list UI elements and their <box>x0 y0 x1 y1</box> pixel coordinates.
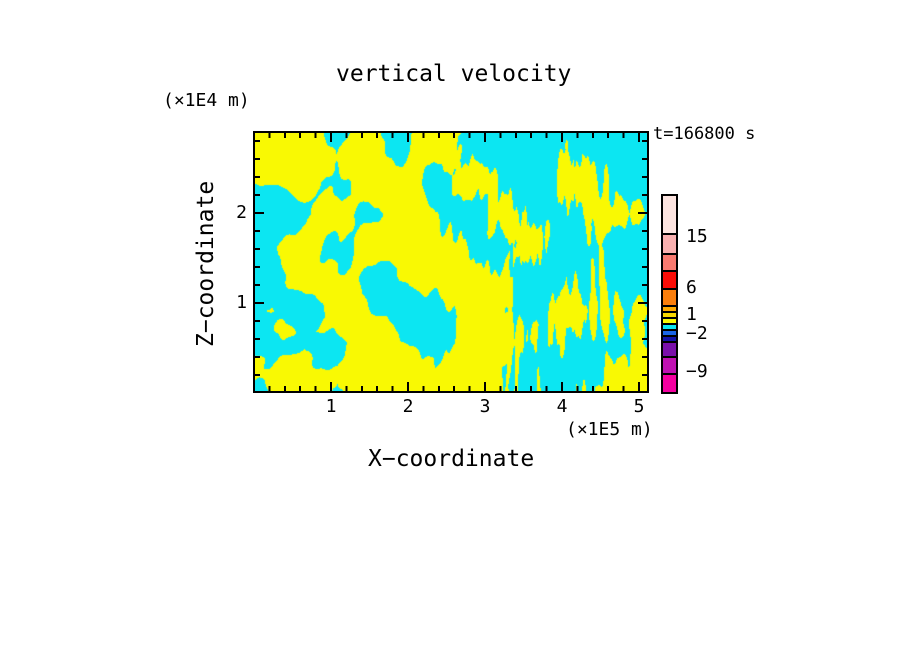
time-annotation: t=166800 s <box>653 124 756 144</box>
x-axis-unit-label: (×1E5 m) <box>566 419 653 440</box>
colorbar-segment <box>663 255 676 272</box>
y-tick-label: 2 <box>236 202 247 223</box>
axis-ticks-svg <box>255 133 647 391</box>
y-axis-unit-label: (×1E4 m) <box>163 90 250 111</box>
colorbar-tick-label: −2 <box>686 323 708 344</box>
y-tick-label: 1 <box>236 292 247 313</box>
x-tick-label: 2 <box>402 396 414 417</box>
colorbar-segment <box>663 337 676 343</box>
x-tick-label: 4 <box>556 396 568 417</box>
colorbar-segment <box>663 343 676 358</box>
velocity-field-canvas <box>255 133 647 391</box>
colorbar-segment <box>663 272 676 290</box>
x-tick-label: 5 <box>633 396 645 417</box>
colorbar-segment <box>663 313 676 319</box>
colorbar-segment <box>663 331 676 337</box>
colorbar <box>661 194 678 394</box>
colorbar-tick-label: 1 <box>686 304 697 325</box>
colorbar-segment <box>663 325 676 331</box>
colorbar-tick-label: 6 <box>686 277 697 298</box>
figure-title: vertical velocity <box>336 61 572 87</box>
x-tick-label: 1 <box>325 396 337 417</box>
colorbar-tick-label: 15 <box>686 226 708 247</box>
colorbar-segment <box>663 290 676 307</box>
colorbar-tick-label: −9 <box>686 361 708 382</box>
colorbar-segment <box>663 319 676 325</box>
colorbar-segment <box>663 358 676 375</box>
x-tick-label: 3 <box>479 396 491 417</box>
colorbar-segment <box>663 196 676 235</box>
colorbar-segment <box>663 375 676 392</box>
y-axis-title: Z−coordinate <box>193 180 219 347</box>
colorbar-segment <box>663 235 676 255</box>
x-axis-title: X−coordinate <box>368 446 535 472</box>
colorbar-segment <box>663 307 676 313</box>
plot-frame <box>253 131 649 393</box>
